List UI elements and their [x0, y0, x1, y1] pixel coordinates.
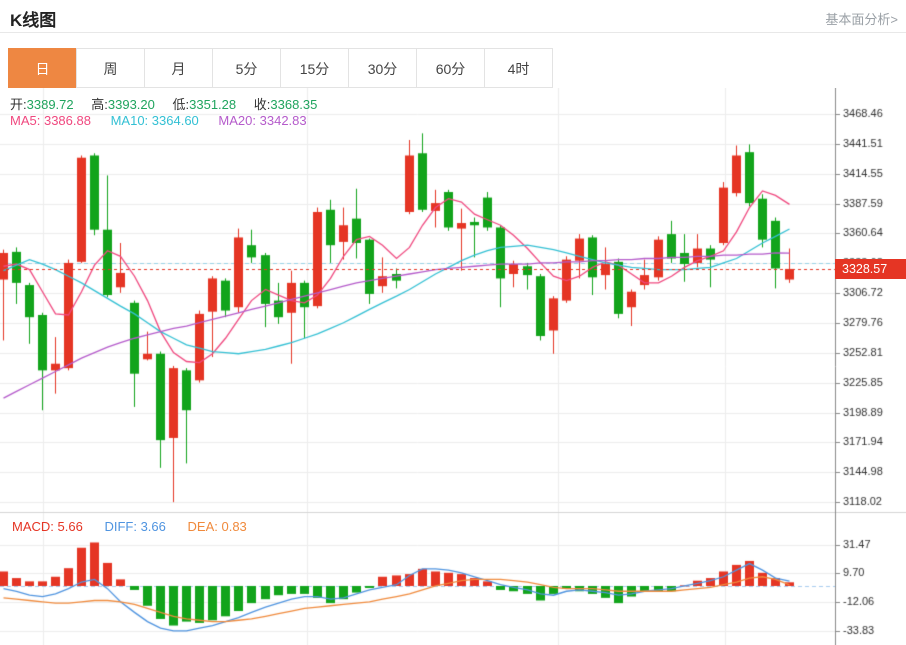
tab-month[interactable]: 月 [144, 48, 213, 88]
tab-4hour[interactable]: 4时 [484, 48, 553, 88]
tab-30min[interactable]: 30分 [348, 48, 417, 88]
page-title: K线图 [10, 11, 57, 30]
current-price-badge: 3328.57 [835, 259, 906, 279]
tab-day[interactable]: 日 [8, 48, 77, 88]
widget-header: K线图 基本面分析> [0, 0, 906, 33]
tab-week[interactable]: 周 [76, 48, 145, 88]
kline-canvas[interactable] [0, 88, 906, 645]
fundamental-analysis-link[interactable]: 基本面分析> [825, 12, 898, 27]
tab-5min[interactable]: 5分 [212, 48, 281, 88]
tab-15min[interactable]: 15分 [280, 48, 349, 88]
interval-tab-bar: 日 周 月 5分 15分 30分 60分 4时 [0, 48, 906, 90]
tab-60min[interactable]: 60分 [416, 48, 485, 88]
